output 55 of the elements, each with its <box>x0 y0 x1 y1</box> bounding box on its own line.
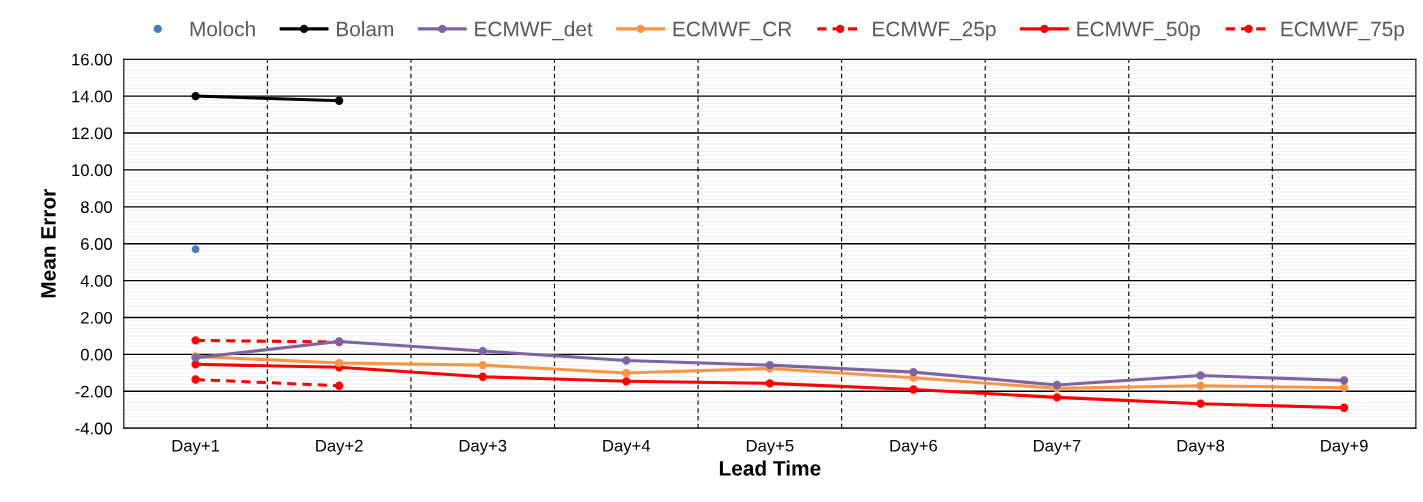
y-tick-label: 12.00 <box>72 127 113 140</box>
point <box>191 336 200 345</box>
y-tick-label: 6.00 <box>81 238 113 250</box>
x-tick-label: Day+8 <box>1177 439 1225 455</box>
point <box>909 385 918 394</box>
y-tick-label: 4.00 <box>80 275 113 287</box>
x-tick-label: Day+4 <box>603 439 651 455</box>
y-tick-label: 8.00 <box>80 201 113 214</box>
x-tick-label: Day+9 <box>1321 439 1368 455</box>
point <box>478 372 487 381</box>
x-tick-label: Day+1 <box>172 439 220 455</box>
point <box>334 96 344 105</box>
point <box>622 377 631 386</box>
point <box>478 360 487 370</box>
x-tick-label: Day+7 <box>1034 439 1081 455</box>
point <box>1052 393 1062 402</box>
legend-label: ECMWF_CR <box>673 21 792 41</box>
y-tick-label: 14.00 <box>72 90 113 103</box>
y-tick-label: 10.00 <box>72 164 113 177</box>
x-tick-label: Day+6 <box>890 439 937 455</box>
point <box>1196 381 1205 390</box>
x-tick-label: Day+3 <box>459 439 507 455</box>
point <box>1339 403 1349 412</box>
point <box>191 91 200 101</box>
y-axis-title: Mean Error <box>41 189 56 298</box>
x-tick-label: Day+5 <box>746 439 794 455</box>
point <box>1052 380 1062 390</box>
legend-label: ECMWF_25p <box>873 21 996 41</box>
point <box>1196 371 1205 380</box>
point <box>334 381 344 390</box>
point <box>191 375 200 384</box>
point <box>191 245 200 254</box>
point <box>1339 376 1349 385</box>
point <box>909 367 918 377</box>
point <box>765 360 775 370</box>
point <box>622 368 631 378</box>
legend-label: Moloch <box>190 21 255 37</box>
legend-label: Bolam <box>337 21 393 37</box>
x-tick-label: Day+2 <box>316 439 363 455</box>
point <box>1339 383 1349 392</box>
legend-label: ECMWF_75p <box>1281 21 1404 41</box>
point <box>1196 399 1205 408</box>
y-tick-label: -2.00 <box>75 385 113 398</box>
y-tick-label: 0.00 <box>80 348 113 361</box>
point <box>191 360 200 369</box>
point <box>478 346 487 356</box>
y-tick-label: 2.00 <box>81 311 113 324</box>
y-tick-label: -4.00 <box>75 422 113 435</box>
x-axis-title: Lead Time <box>719 460 821 476</box>
point <box>334 358 344 368</box>
legend-label: ECMWF_det <box>475 21 593 41</box>
point <box>765 379 775 388</box>
legend-label: ECMWF_50p <box>1077 21 1200 41</box>
point <box>622 356 631 365</box>
y-tick-label: 16.00 <box>72 53 113 66</box>
